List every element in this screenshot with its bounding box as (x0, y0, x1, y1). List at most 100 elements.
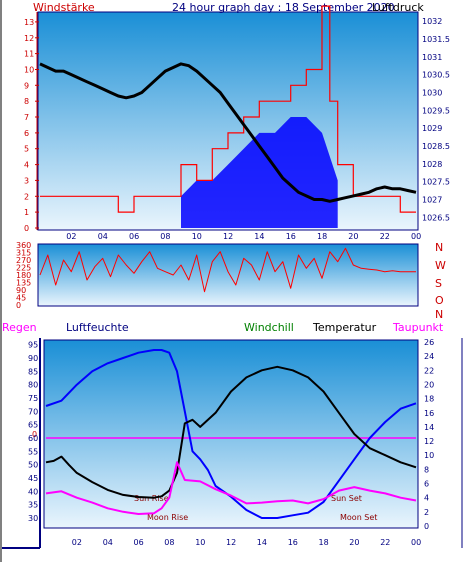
x-tick-bottom-5: 12 (226, 538, 236, 547)
y-left-tick-bottom-0: 30 (28, 514, 38, 523)
y-right-tick-bottom-13: 26 (424, 338, 434, 347)
x-tick-top-3: 08 (160, 232, 170, 241)
y-right-tick-bottom-8: 16 (424, 409, 434, 418)
x-tick-top-8: 18 (317, 232, 327, 241)
y-left-tick-top-11: 11 (24, 50, 34, 59)
y-left-tick-bottom-13: 95 (28, 341, 38, 350)
y-left-tick-top-1: 1 (24, 208, 29, 217)
y-right-tick-top-6: 1029.5 (422, 106, 450, 115)
x-tick-top-6: 14 (254, 232, 264, 241)
x-tick-bottom-7: 16 (288, 538, 298, 547)
moon-set-label: Moon Set (340, 513, 377, 522)
direction-letter-3: O (435, 294, 444, 307)
dir-tick-6: 270 (16, 256, 31, 265)
x-tick-bottom-6: 14 (257, 538, 267, 547)
wind-speed-line (40, 5, 416, 213)
y-left-tick-bottom-2: 40 (28, 487, 38, 496)
y-left-tick-bottom-4: 50 (28, 461, 38, 470)
pressure-line (39, 62, 417, 203)
y-left-tick-top-10: 10 (24, 66, 34, 75)
y-right-tick-bottom-4: 8 (424, 465, 429, 474)
header-right-label: Luftdruck (372, 1, 424, 14)
taupunkt-label: Taupunkt (392, 321, 444, 334)
dewpoint-line (45, 461, 417, 515)
luftfeuchte-label: Luftfeuchte (66, 321, 129, 334)
moon-rise-label: Moon Rise (147, 513, 188, 522)
x-tick-top-5: 12 (223, 232, 233, 241)
y-right-tick-top-5: 1029 (422, 124, 442, 133)
y-left-tick-top-0: 0 (24, 224, 29, 233)
x-tick-top-9: 20 (348, 232, 358, 241)
direction-letter-0: N (435, 241, 443, 254)
y-right-tick-bottom-1: 2 (424, 508, 429, 517)
y-right-tick-bottom-3: 6 (424, 480, 429, 489)
dir-tick-7: 315 (16, 249, 31, 258)
y-left-tick-bottom-3: 45 (28, 474, 38, 483)
dir-tick-5: 225 (16, 264, 31, 273)
direction-letter-2: S (435, 277, 442, 290)
temperature-line (45, 365, 417, 499)
y-left-tick-bottom-9: 75 (28, 394, 38, 403)
humidity-line (45, 349, 417, 519)
y-right-tick-top-8: 1030.5 (422, 71, 450, 80)
y-left-tick-top-2: 2 (24, 192, 29, 201)
y-right-tick-bottom-0: 0 (424, 522, 429, 531)
y-right-tick-top-2: 1027.5 (422, 178, 450, 187)
x-tick-top-4: 10 (192, 232, 202, 241)
x-tick-top-2: 06 (129, 232, 139, 241)
x-tick-bottom-2: 06 (134, 538, 144, 547)
x-tick-bottom-8: 18 (319, 538, 329, 547)
y-left-tick-bottom-6: 60 (28, 434, 38, 443)
y-right-tick-top-3: 1028 (422, 160, 442, 169)
x-tick-top-11: 00 (411, 232, 421, 241)
y-left-tick-bottom-1: 35 (28, 501, 38, 510)
y-right-tick-bottom-5: 10 (424, 451, 434, 460)
y-right-tick-top-9: 1031 (422, 53, 442, 62)
y-left-tick-bottom-10: 80 (28, 381, 38, 390)
sun-set-label: Sun Set (331, 494, 362, 503)
y-left-tick-bottom-12: 90 (28, 354, 38, 363)
y-right-tick-bottom-2: 4 (424, 494, 429, 503)
y-right-tick-bottom-11: 22 (424, 366, 434, 375)
y-left-tick-bottom-7: 65 (28, 421, 38, 430)
dir-tick-2: 90 (16, 286, 26, 295)
y-right-tick-top-0: 1026.5 (422, 213, 450, 222)
y-right-tick-top-7: 1030 (422, 89, 442, 98)
y-left-tick-bottom-5: 55 (28, 447, 38, 456)
x-tick-bottom-11: 00 (411, 538, 421, 547)
y-right-tick-bottom-9: 18 (424, 395, 434, 404)
x-tick-top-7: 16 (286, 232, 296, 241)
y-left-tick-top-9: 9 (24, 81, 29, 90)
dir-tick-8: 360 (16, 241, 31, 250)
direction-letter-1: W (435, 259, 446, 272)
gust-area (181, 117, 338, 228)
x-tick-bottom-9: 20 (349, 538, 359, 547)
y-left-tick-top-12: 12 (24, 34, 34, 43)
dir-tick-3: 135 (16, 279, 31, 288)
dir-tick-0: 0 (16, 301, 21, 310)
y-left-tick-top-5: 5 (24, 145, 29, 154)
y-right-tick-top-11: 1032 (422, 17, 442, 26)
regen-label: Regen (2, 321, 37, 334)
y-left-tick-bottom-8: 70 (28, 407, 38, 416)
chart-marks: 02 04 06 08 10 12 14 16 18 20 22 000123456789101112… (16, 5, 450, 547)
windchill-label: Windchill (244, 321, 294, 334)
y-right-tick-top-1: 1027 (422, 196, 442, 205)
x-tick-bottom-4: 10 (195, 538, 205, 547)
y-left-tick-top-8: 8 (24, 97, 29, 106)
x-tick-bottom-1: 04 (103, 538, 113, 547)
y-left-tick-top-3: 3 (24, 176, 29, 185)
y-left-tick-top-13: 13 (24, 18, 34, 27)
y-right-tick-top-10: 1031.5 (422, 35, 450, 44)
y-right-tick-bottom-12: 24 (424, 352, 434, 361)
y-right-tick-top-4: 1028.5 (422, 142, 450, 151)
y-left-tick-top-7: 7 (24, 113, 29, 122)
regen-zero-label: 0 (32, 430, 37, 439)
dir-tick-1: 45 (16, 294, 26, 303)
x-tick-bottom-0: 02 (72, 538, 82, 547)
x-tick-bottom-3: 08 (164, 538, 174, 547)
y-right-tick-bottom-10: 20 (424, 381, 434, 390)
header-left-label: Windstärke (33, 1, 95, 14)
y-left-tick-top-4: 4 (24, 161, 29, 170)
